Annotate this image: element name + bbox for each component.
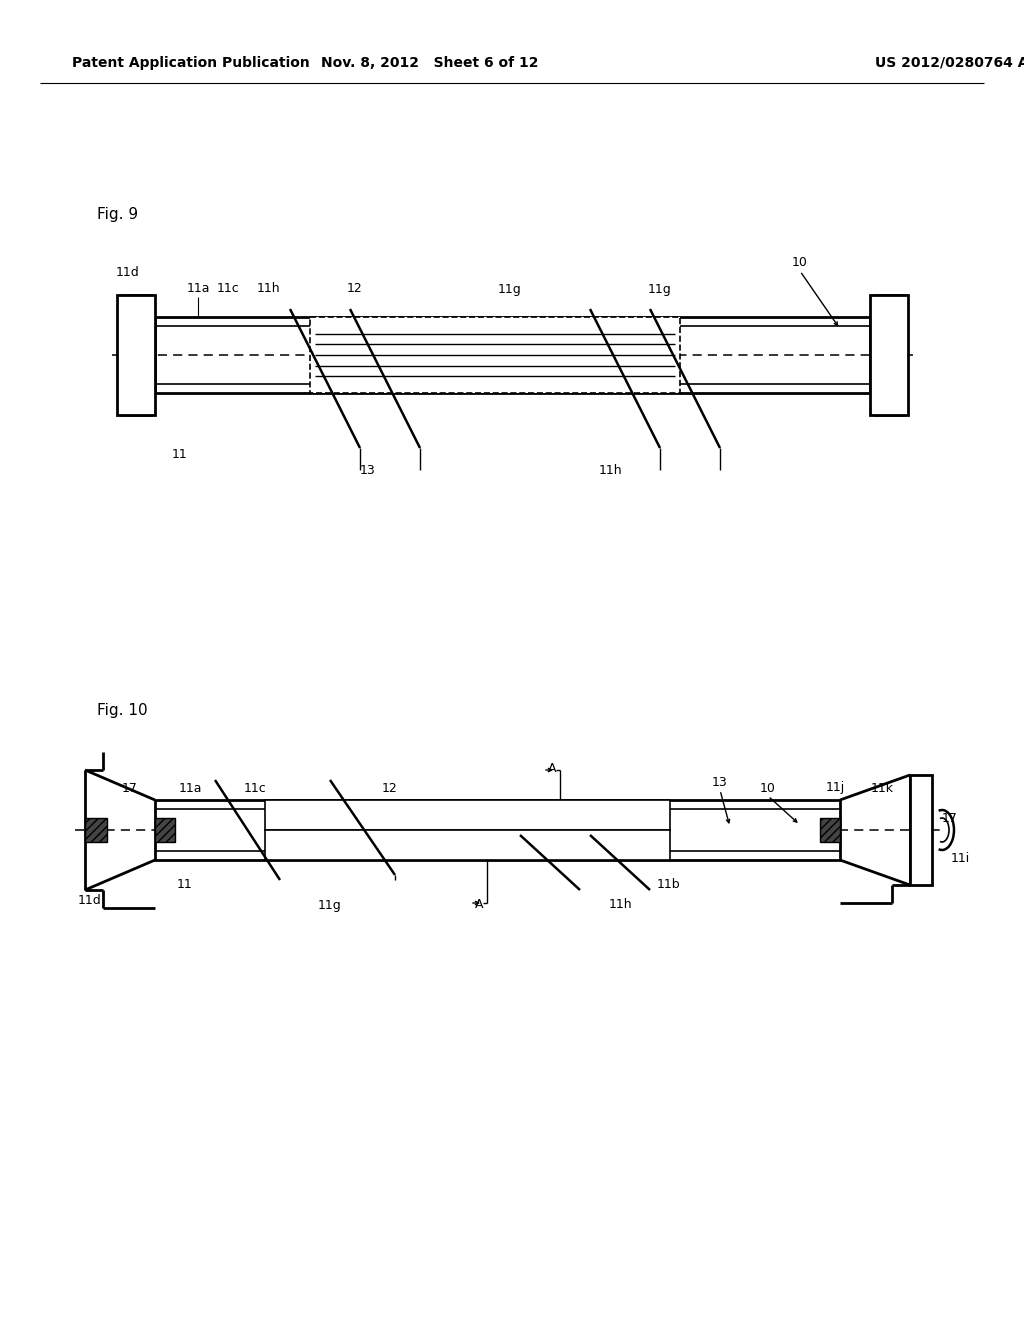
Text: Nov. 8, 2012   Sheet 6 of 12: Nov. 8, 2012 Sheet 6 of 12 — [322, 55, 539, 70]
Text: A: A — [548, 762, 556, 775]
Text: US 2012/0280764 A1: US 2012/0280764 A1 — [874, 55, 1024, 70]
Text: 11h: 11h — [608, 899, 632, 912]
Text: 17: 17 — [942, 812, 957, 825]
Bar — [310, 317, 680, 393]
Text: A: A — [475, 899, 483, 912]
Text: 11g: 11g — [498, 282, 522, 296]
Text: 11c: 11c — [217, 282, 240, 296]
Text: Patent Application Publication: Patent Application Publication — [72, 55, 309, 70]
Text: 12: 12 — [347, 282, 362, 296]
Bar — [155, 317, 870, 393]
Bar — [265, 830, 670, 861]
Text: 11h: 11h — [598, 465, 622, 478]
Text: 11g: 11g — [648, 282, 672, 296]
Text: 11c: 11c — [244, 781, 266, 795]
Bar — [85, 818, 106, 842]
Text: 11h: 11h — [256, 282, 280, 296]
Text: 11k: 11k — [870, 781, 894, 795]
Text: 11a: 11a — [186, 282, 210, 296]
Text: 10: 10 — [792, 256, 808, 268]
Text: 11d: 11d — [116, 265, 140, 279]
Text: 11g: 11g — [318, 899, 342, 912]
Bar — [870, 294, 908, 414]
Text: 11j: 11j — [825, 781, 845, 795]
Bar — [117, 294, 155, 414]
Text: 17: 17 — [122, 781, 138, 795]
Text: 10: 10 — [760, 781, 776, 795]
Text: 12: 12 — [382, 781, 398, 795]
Text: Fig. 9: Fig. 9 — [97, 207, 138, 223]
Text: Fig. 10: Fig. 10 — [97, 702, 147, 718]
Text: 13: 13 — [712, 776, 728, 788]
Bar — [155, 800, 840, 861]
Text: 13: 13 — [360, 465, 376, 478]
Text: 11: 11 — [177, 879, 193, 891]
Text: 11b: 11b — [656, 879, 680, 891]
Bar — [155, 818, 175, 842]
Text: 11a: 11a — [178, 781, 202, 795]
Bar — [265, 800, 670, 830]
Text: 11d: 11d — [78, 894, 101, 907]
Text: 11: 11 — [172, 449, 187, 462]
Text: 11i: 11i — [950, 851, 970, 865]
Bar — [820, 818, 840, 842]
Bar — [910, 775, 932, 884]
